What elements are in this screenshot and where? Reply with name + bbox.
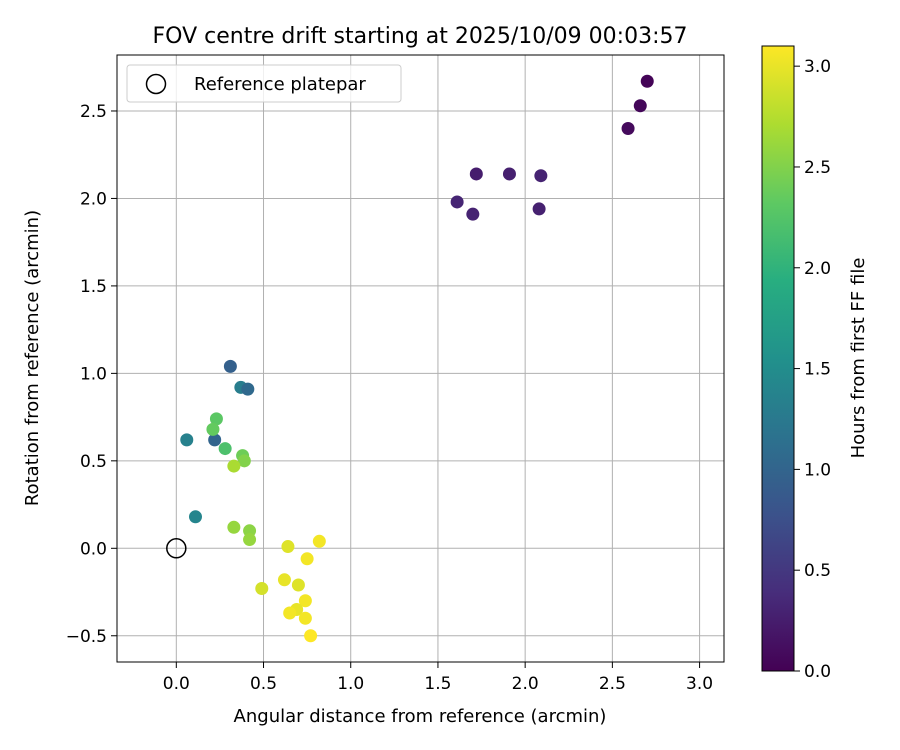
y-axis-ticks: −0.5 0.0 0.5 1.0 1.5 2.0 2.5 <box>66 102 117 647</box>
data-point <box>281 540 295 554</box>
reference-platepar-marker <box>166 538 187 559</box>
data-point <box>208 433 222 447</box>
colorbar-ticks: 0.0 0.5 1.0 1.5 2.0 2.5 3.0 <box>794 57 831 682</box>
data-point <box>209 412 223 426</box>
data-point <box>218 442 232 456</box>
x-tick-label: 2.0 <box>512 674 539 694</box>
y-axis-label: Rotation from reference (arcmin) <box>22 210 43 506</box>
colorbar-label: Hours from first FF file <box>848 258 869 459</box>
data-point <box>255 582 269 596</box>
colorbar-tick-label: 0.5 <box>804 561 831 581</box>
data-point <box>300 552 314 566</box>
data-point <box>640 74 654 88</box>
x-tick-label: 2.5 <box>599 674 626 694</box>
data-point <box>502 167 516 181</box>
data-point <box>291 578 305 592</box>
data-point <box>450 195 464 209</box>
data-point <box>241 382 255 396</box>
data-point <box>466 207 480 221</box>
legend-reference-label: Reference platepar <box>194 74 366 95</box>
data-points <box>180 74 654 643</box>
data-point <box>633 99 647 113</box>
data-point <box>206 422 220 436</box>
colorbar-tick-label: 1.0 <box>804 460 831 480</box>
data-point <box>227 459 241 473</box>
y-tick-label: 2.0 <box>80 189 107 209</box>
data-point <box>227 520 241 534</box>
legend: Reference platepar <box>126 64 402 103</box>
y-tick-label: 1.5 <box>80 277 107 297</box>
x-tick-label: 3.0 <box>686 674 713 694</box>
x-tick-label: 0.0 <box>163 674 190 694</box>
x-axis-ticks: 0.0 0.5 1.0 1.5 2.0 2.5 3.0 <box>163 662 713 694</box>
legend-reference-marker-icon <box>145 73 167 95</box>
y-tick-label: 1.0 <box>80 364 107 384</box>
y-tick-label: 0.5 <box>80 452 107 472</box>
colorbar: 0.0 0.5 1.0 1.5 2.0 2.5 3.0 Hours from first F… <box>761 45 869 682</box>
colorbar-tick-label: 2.5 <box>804 158 831 178</box>
x-axis-label: Angular distance from reference (arcmin) <box>234 706 607 727</box>
data-point <box>469 167 483 181</box>
colorbar-tick-label: 1.5 <box>804 360 831 380</box>
legend-box <box>126 64 402 103</box>
data-point <box>180 433 194 447</box>
y-tick-label: 2.5 <box>80 102 107 122</box>
data-point <box>188 510 202 524</box>
y-tick-label: −0.5 <box>66 627 107 647</box>
x-tick-label: 1.0 <box>337 674 364 694</box>
data-point <box>298 611 312 625</box>
data-point <box>223 359 237 373</box>
data-point <box>304 629 318 643</box>
data-point <box>534 169 548 183</box>
data-point <box>312 534 326 548</box>
grid-lines <box>117 55 724 662</box>
colorbar-tick-label: 0.0 <box>804 662 831 682</box>
chart-title: FOV centre drift starting at 2025/10/09 … <box>153 24 688 49</box>
plot-frame <box>116 54 725 663</box>
colorbar-tick-label: 2.0 <box>804 259 831 279</box>
data-point <box>532 202 546 216</box>
data-point <box>243 533 257 547</box>
x-tick-label: 0.5 <box>250 674 277 694</box>
data-point <box>277 573 291 587</box>
data-point <box>237 454 251 468</box>
data-point <box>283 606 297 620</box>
colorbar-tick-label: 3.0 <box>804 57 831 77</box>
data-point <box>621 121 635 135</box>
y-tick-label: 0.0 <box>80 539 107 559</box>
data-point <box>298 594 312 608</box>
colorbar-gradient <box>761 45 795 672</box>
x-tick-label: 1.5 <box>424 674 451 694</box>
